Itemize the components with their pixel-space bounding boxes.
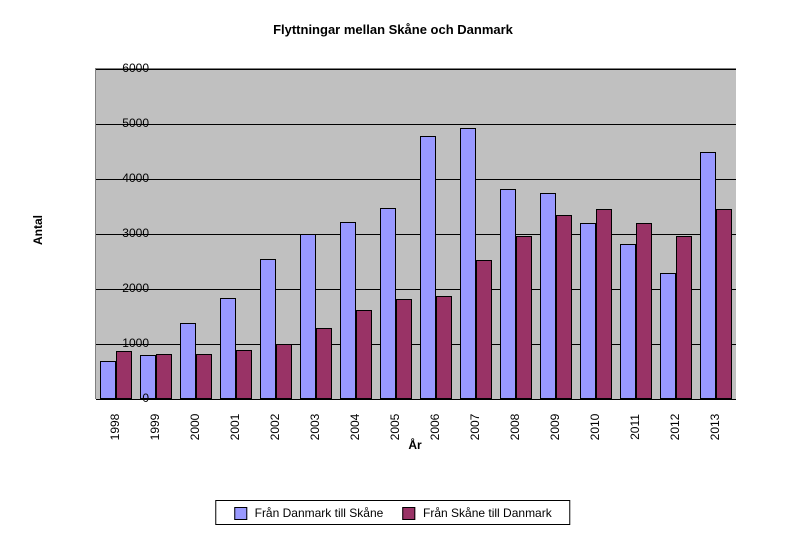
y-tick-label: 3000 xyxy=(104,226,149,240)
y-tick-label: 1000 xyxy=(104,336,149,350)
x-tick-label: 2004 xyxy=(348,407,362,447)
bar xyxy=(196,354,212,399)
bar xyxy=(460,128,476,399)
legend-item: Från Skåne till Danmark xyxy=(403,506,552,520)
bar xyxy=(540,193,556,399)
x-tick-label: 2002 xyxy=(268,407,282,447)
bar xyxy=(180,323,196,399)
legend-swatch xyxy=(234,507,247,520)
gridline xyxy=(96,399,736,400)
bar xyxy=(300,234,316,399)
bar xyxy=(716,209,732,399)
chart-container: Antal År 0100020003000400050006000199819… xyxy=(45,58,745,458)
bar xyxy=(620,244,636,399)
x-tick-label: 2006 xyxy=(428,407,442,447)
x-tick-label: 2007 xyxy=(468,407,482,447)
bar xyxy=(260,259,276,399)
bar xyxy=(500,189,516,399)
y-tick-label: 6000 xyxy=(104,61,149,75)
x-tick-label: 2003 xyxy=(308,407,322,447)
x-tick-label: 1998 xyxy=(108,407,122,447)
y-tick-label: 5000 xyxy=(104,116,149,130)
x-tick-label: 2008 xyxy=(508,407,522,447)
gridline xyxy=(96,179,736,180)
bar xyxy=(516,236,532,399)
bar xyxy=(276,344,292,399)
legend-label: Från Danmark till Skåne xyxy=(255,506,384,520)
bar xyxy=(156,354,172,399)
chart-title: Flyttningar mellan Skåne och Danmark xyxy=(0,22,786,37)
bar xyxy=(340,222,356,399)
y-tick-label: 4000 xyxy=(104,171,149,185)
gridline xyxy=(96,124,736,125)
bar xyxy=(356,310,372,399)
bar xyxy=(556,215,572,399)
bar xyxy=(476,260,492,399)
x-tick-label: 2009 xyxy=(548,407,562,447)
bar xyxy=(220,298,236,399)
y-tick-label: 2000 xyxy=(104,281,149,295)
x-tick-label: 1999 xyxy=(148,407,162,447)
legend-label: Från Skåne till Danmark xyxy=(423,506,552,520)
bar xyxy=(660,273,676,400)
x-tick-label: 2005 xyxy=(388,407,402,447)
x-tick-label: 2010 xyxy=(588,407,602,447)
bar xyxy=(700,152,716,400)
bar xyxy=(380,208,396,399)
bar xyxy=(236,350,252,400)
x-tick-label: 2013 xyxy=(708,407,722,447)
x-tick-label: 2000 xyxy=(188,407,202,447)
legend: Från Danmark till Skåne Från Skåne till … xyxy=(215,500,570,525)
legend-item: Från Danmark till Skåne xyxy=(234,506,383,520)
x-tick-label: 2011 xyxy=(628,407,642,447)
plot-area xyxy=(95,68,736,399)
legend-swatch xyxy=(403,507,416,520)
x-tick-label: 2001 xyxy=(228,407,242,447)
bar xyxy=(580,223,596,399)
bar xyxy=(636,223,652,399)
bar xyxy=(396,299,412,399)
bar xyxy=(596,209,612,399)
bar xyxy=(316,328,332,400)
bar xyxy=(676,236,692,399)
y-tick-label: 0 xyxy=(104,391,149,405)
y-axis-label: Antal xyxy=(31,215,45,245)
bar xyxy=(420,136,436,399)
gridline xyxy=(96,69,736,70)
bar xyxy=(436,296,452,399)
x-tick-label: 2012 xyxy=(668,407,682,447)
